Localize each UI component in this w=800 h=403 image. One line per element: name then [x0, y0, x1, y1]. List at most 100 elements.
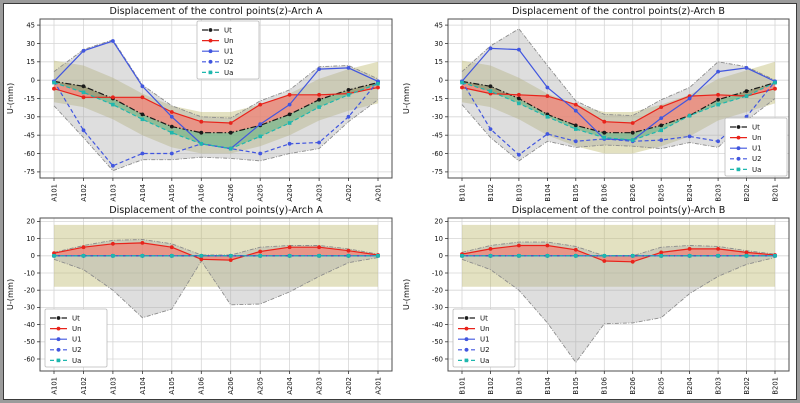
svg-text:20: 20 [434, 218, 443, 226]
envelope-lower-edge [461, 98, 776, 162]
svg-text:B201: B201 [771, 377, 779, 395]
legend: Ut Un U1 U2 Ua [724, 117, 788, 177]
legend-label-Ut: Ut [752, 123, 760, 131]
legend-label-U1: U1 [752, 145, 762, 153]
chart-z-arch-b: 45 30 15 0 -15 -30 -45 -60 -75 B101 B102 B103 B104 B1… [400, 4, 796, 208]
svg-text:B104: B104 [544, 377, 552, 395]
svg-text:-75: -75 [432, 168, 443, 176]
svg-text:-20: -20 [432, 287, 443, 295]
svg-text:A102: A102 [80, 184, 88, 202]
svg-text:-75: -75 [24, 168, 35, 176]
svg-text:0: 0 [439, 77, 443, 85]
svg-text:A204: A204 [286, 377, 294, 395]
axis-ticks [37, 24, 379, 181]
shaded-regions [53, 224, 379, 319]
y-tick-labels: 45 30 15 0 -15 -30 -45 -60 -75 [432, 21, 443, 176]
y-axis-label: U-(mm) [5, 279, 15, 310]
chart-title: Displacement of the control points(z)-Ar… [110, 6, 323, 17]
svg-text:-45: -45 [24, 132, 35, 140]
legend-label-Un: Un [72, 325, 82, 333]
svg-text:-20: -20 [24, 287, 35, 295]
legend-label-Ut: Ut [480, 314, 488, 322]
axis-ticks [445, 220, 776, 374]
svg-text:30: 30 [26, 40, 35, 48]
svg-text:0: 0 [439, 252, 443, 260]
chart-title: Displacement of the control points(z)-Ar… [512, 6, 725, 17]
legend: Ut Un U1 U2 Ua [196, 20, 260, 80]
svg-text:B106: B106 [601, 377, 609, 395]
chart-y-arch-b: 20 10 0 -10 -20 -30 -40 -50 -60 B101 B102 B103 B104 B… [400, 204, 796, 403]
tolerance-band [462, 60, 775, 154]
y-tick-labels: 20 10 0 -10 -20 -30 -40 -50 -60 [432, 218, 443, 364]
svg-text:B206: B206 [629, 377, 637, 395]
svg-text:A106: A106 [198, 184, 206, 202]
un-ut-fill [462, 245, 775, 262]
svg-text:A201: A201 [374, 377, 382, 395]
svg-text:-60: -60 [24, 150, 35, 158]
svg-text:-45: -45 [432, 132, 443, 140]
series-Ua [52, 80, 380, 151]
svg-text:A104: A104 [139, 184, 147, 202]
envelope-upper-edge [461, 241, 776, 257]
series-Ua [460, 254, 777, 258]
x-tick-labels: A101 A102 A103 A104 A105 A106 A206 A205 A204 A203… [50, 377, 382, 395]
svg-text:-50: -50 [432, 338, 443, 346]
axis-ticks [37, 220, 379, 374]
svg-text:A104: A104 [139, 377, 147, 395]
legend-label-U2: U2 [224, 58, 234, 66]
figure-inner: 45 30 15 0 -15 -30 -45 -60 -75 A101 A102 A103 A104 A1… [3, 3, 797, 400]
envelope-lower-edge [461, 257, 776, 364]
svg-text:A106: A106 [198, 377, 206, 395]
chart-z-arch-a: 45 30 15 0 -15 -30 -45 -60 -75 A101 A102 A103 A104 A1… [4, 4, 400, 208]
legend-label-U2: U2 [480, 346, 490, 354]
svg-text:-60: -60 [432, 150, 443, 158]
legend-label-U1: U1 [224, 48, 234, 56]
svg-text:-50: -50 [24, 338, 35, 346]
legend: Ut Un U1 U2 Ua [44, 308, 108, 368]
legend-label-U1: U1 [480, 336, 490, 344]
legend: Ut Un U1 U2 Ua [452, 308, 516, 368]
svg-text:15: 15 [434, 58, 443, 66]
x-tick-labels: A101 A102 A103 A104 A105 A106 A206 A205 A204 A203… [50, 184, 382, 202]
svg-text:B204: B204 [686, 377, 694, 395]
svg-text:B203: B203 [715, 377, 723, 395]
svg-text:B203: B203 [715, 184, 723, 202]
minmax-envelope [54, 39, 378, 171]
svg-text:45: 45 [26, 21, 35, 29]
svg-text:-15: -15 [432, 95, 443, 103]
svg-text:-30: -30 [24, 113, 35, 121]
svg-text:A204: A204 [286, 184, 294, 202]
chart-title: Displacement of the control points(y)-Ar… [512, 205, 726, 216]
grid [448, 19, 789, 178]
legend-label-Un: Un [224, 37, 234, 45]
legend-label-Un: Un [480, 325, 490, 333]
svg-text:-10: -10 [24, 269, 35, 277]
series-Un [460, 85, 777, 125]
legend-label-U1: U1 [72, 336, 82, 344]
svg-text:A101: A101 [50, 377, 58, 395]
legend-label-Ut: Ut [224, 26, 232, 34]
legend-label-Ua: Ua [224, 69, 233, 77]
svg-text:-60: -60 [24, 355, 35, 363]
y-axis-label: U-(mm) [5, 83, 15, 114]
axis-ticks [445, 24, 776, 181]
svg-text:-15: -15 [24, 95, 35, 103]
svg-text:-40: -40 [24, 321, 35, 329]
svg-text:A203: A203 [316, 377, 324, 395]
svg-text:-10: -10 [432, 269, 443, 277]
legend-label-Ua: Ua [752, 166, 761, 174]
svg-text:-30: -30 [432, 304, 443, 312]
series-Ua [460, 80, 777, 142]
svg-text:A101: A101 [50, 184, 58, 202]
svg-text:B101: B101 [458, 377, 466, 395]
svg-text:A205: A205 [257, 377, 265, 395]
legend-label-Ua: Ua [480, 357, 489, 365]
chart-title: Displacement of the control points(y)-Ar… [109, 205, 323, 216]
svg-text:A206: A206 [227, 184, 235, 202]
svg-text:A201: A201 [374, 184, 382, 202]
envelope-upper-edge [53, 39, 379, 119]
svg-text:-40: -40 [432, 321, 443, 329]
svg-text:B101: B101 [458, 184, 466, 202]
